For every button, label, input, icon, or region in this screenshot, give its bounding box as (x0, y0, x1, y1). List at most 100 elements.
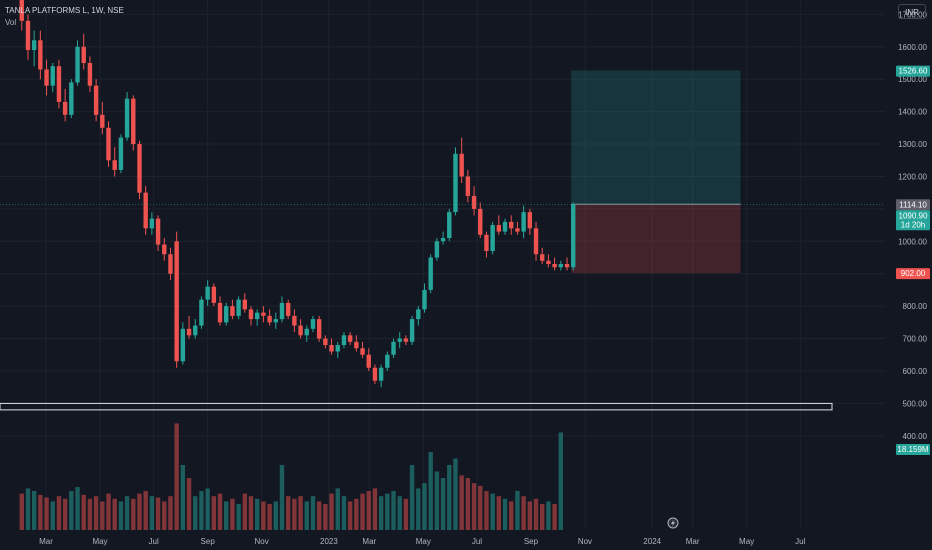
volume-bar (217, 493, 223, 530)
candle (100, 101, 105, 135)
candle (422, 283, 427, 313)
y-tick-label: 1200.00 (898, 172, 927, 181)
x-tick-label: Nov (255, 537, 269, 546)
candle (162, 238, 167, 261)
volume-tag: 18.159M (896, 444, 930, 455)
svg-text:1d 20h: 1d 20h (901, 220, 925, 229)
volume-bar (162, 501, 167, 530)
x-tick-label: Sep (201, 537, 216, 546)
candle (205, 280, 210, 307)
y-tick-label: 600.00 (903, 367, 928, 376)
svg-text:1526.60: 1526.60 (899, 67, 928, 76)
time-axis[interactable]: Mar May Jul Sep Nov 2023 Mar May Jul Sep Nov 2024 Ma… (39, 537, 805, 546)
symbol-title[interactable]: TANLA PLATFORMS L, 1W, NSE (5, 6, 124, 15)
volume-bar (255, 498, 260, 530)
volume-bar (131, 498, 136, 530)
volume-bar (471, 483, 477, 530)
candle (25, 14, 31, 60)
volume-bar (440, 478, 446, 530)
volume-bar (69, 491, 74, 530)
candle (93, 79, 99, 122)
candle (180, 322, 186, 365)
volume-bar (478, 485, 483, 530)
volume-bar (25, 488, 31, 530)
x-tick-label: Mar (39, 537, 53, 546)
volume-bar (273, 501, 278, 530)
candle (75, 40, 80, 86)
volume-bar (341, 496, 347, 530)
candle (403, 335, 409, 346)
volume-bar (509, 501, 514, 530)
x-tick-label: May (92, 537, 107, 546)
candle (248, 306, 254, 326)
candle (87, 56, 93, 93)
candle (459, 137, 464, 183)
volume-bar (44, 497, 49, 530)
candle (471, 186, 477, 216)
support-zone-rect (0, 402, 833, 411)
candle (453, 147, 458, 216)
candle (409, 315, 415, 346)
candle (211, 283, 217, 307)
candle (509, 215, 514, 235)
long-position-tool[interactable] (571, 70, 741, 274)
candle (378, 364, 384, 388)
svg-text:902.00: 902.00 (901, 269, 926, 278)
volume-bar (56, 496, 62, 530)
volume-bar (50, 501, 55, 530)
volume-bar (124, 496, 130, 530)
volume-bar (527, 501, 533, 530)
candle (341, 332, 347, 349)
volume-bar (137, 493, 142, 530)
x-tick-label: Sep (524, 537, 539, 546)
volume-bar (87, 498, 93, 530)
volume-bar (304, 501, 309, 530)
stop-price-tag: 902.00 (896, 268, 930, 280)
candle (174, 231, 179, 368)
candle (416, 306, 421, 326)
volume-bar (422, 483, 427, 530)
volume-bar (174, 423, 179, 530)
target-price-tag: 1526.60 (896, 65, 930, 77)
candle (540, 247, 545, 264)
volume-bar (496, 496, 502, 530)
volume-bar (93, 496, 99, 530)
candlesticks (19, 0, 576, 388)
volume-bar (397, 496, 402, 530)
volume-bar (224, 501, 229, 530)
volume-bar (199, 491, 204, 530)
candle (372, 364, 378, 384)
volume-bar (279, 465, 285, 530)
candle (44, 59, 49, 96)
y-tick-label: 500.00 (903, 399, 928, 408)
volume-bar (168, 496, 173, 530)
candle (155, 215, 161, 252)
volume-bar (230, 498, 235, 530)
candle (143, 186, 148, 235)
candle (552, 257, 557, 271)
candle (261, 306, 266, 323)
candle (38, 30, 43, 80)
x-tick-label: Mar (686, 537, 700, 546)
volume-bar (31, 491, 37, 530)
volume-bar (465, 478, 471, 530)
chart-overlays (0, 204, 885, 529)
candle (366, 348, 371, 371)
volume-bar (118, 501, 124, 530)
volume-bar (434, 471, 440, 530)
volume-indicator-label[interactable]: Vol (5, 18, 17, 27)
currency-button[interactable]: INR (898, 4, 926, 19)
candle (267, 309, 272, 326)
candle (329, 338, 334, 355)
volume-bar (75, 487, 80, 530)
volume-bar (329, 493, 334, 530)
volume-bar (453, 458, 458, 530)
volume-bar (267, 504, 272, 530)
x-tick-label: Nov (578, 537, 592, 546)
volume-bar (292, 498, 297, 530)
candle (564, 257, 570, 271)
candle (347, 332, 353, 346)
volume-bar (310, 496, 316, 530)
